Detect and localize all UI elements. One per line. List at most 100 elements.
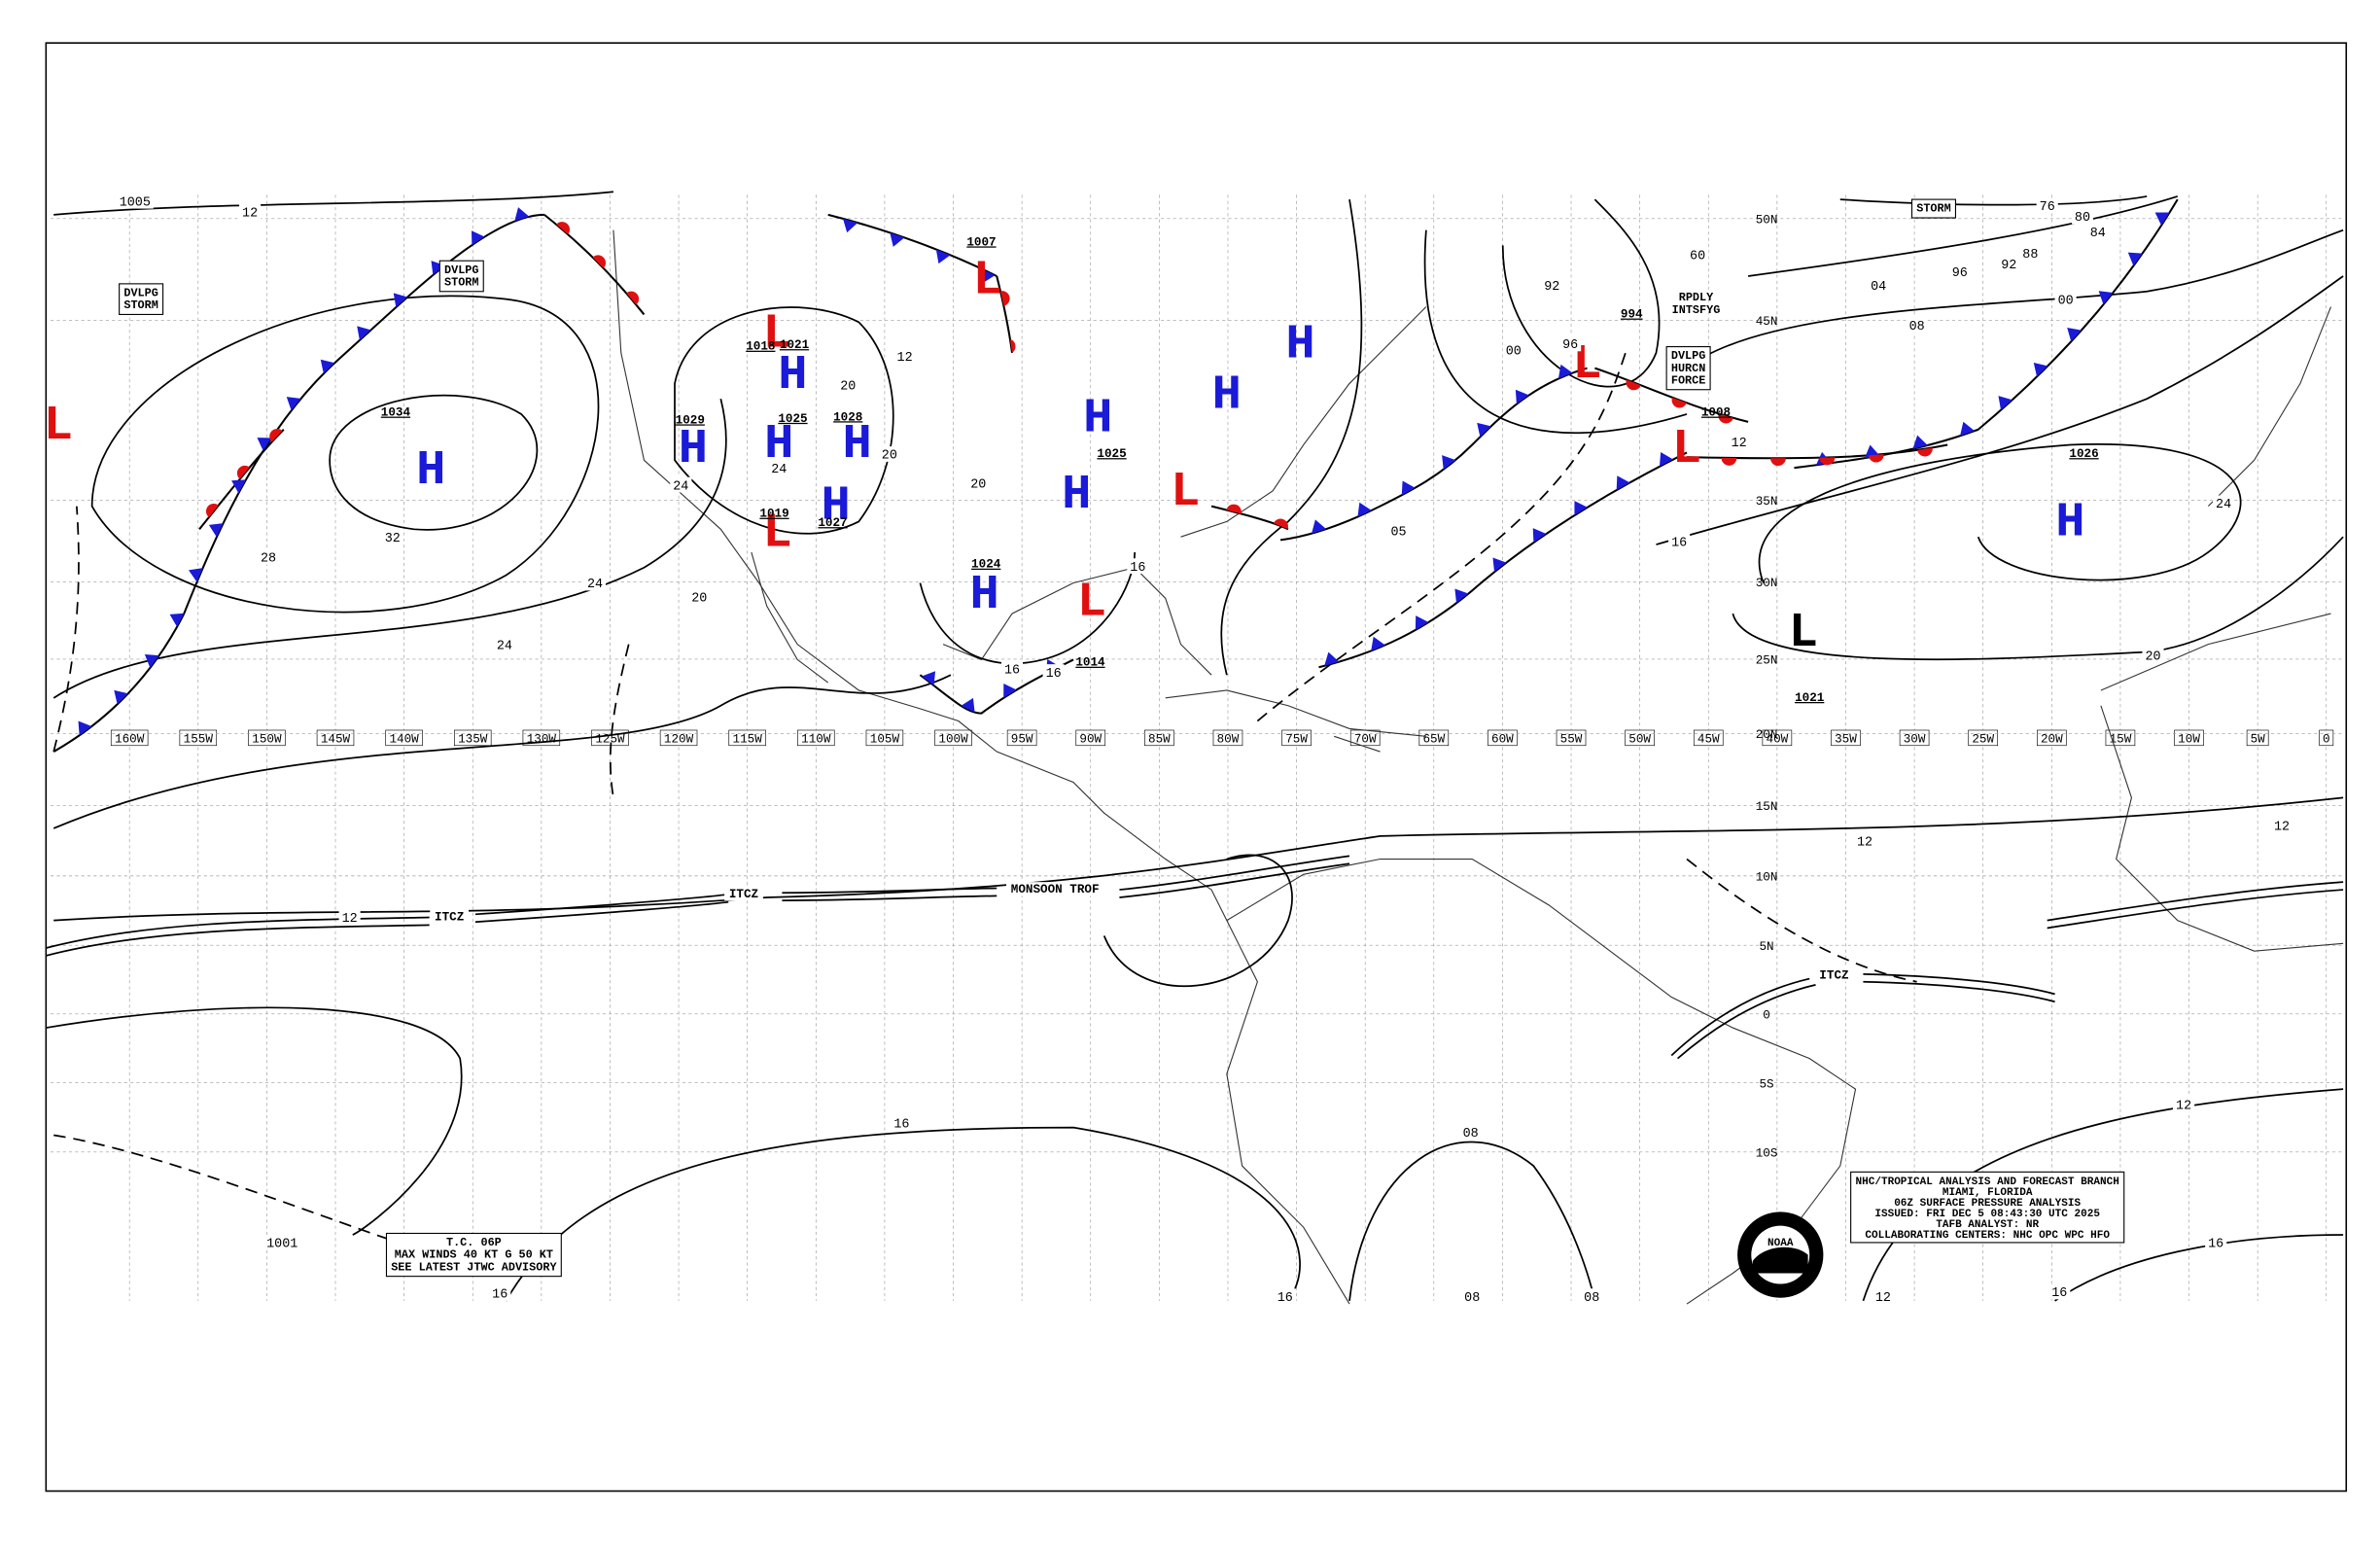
isobar-label: 16 <box>893 1118 909 1133</box>
cold-front-barb <box>1912 435 1928 449</box>
isobar-label: 28 <box>261 551 276 566</box>
pressure-center: H <box>1062 468 1091 523</box>
fronts <box>52 198 2179 753</box>
isobar-label-bg <box>2173 1097 2195 1112</box>
lon-label: 135W <box>458 732 488 747</box>
isobar <box>1501 198 1661 388</box>
cold-front-barb <box>1324 651 1340 666</box>
center-pressure: 1021 <box>780 337 810 352</box>
lon-label-box <box>865 729 904 747</box>
cold-front-barb <box>2154 212 2170 226</box>
isobar-label: 20 <box>970 478 986 493</box>
isobar <box>1102 854 1293 988</box>
annotation-line: INTSFYG <box>1672 303 1721 317</box>
lat-label: 25N <box>1756 653 1778 668</box>
lon-label: 160W <box>115 732 145 747</box>
feature-label: ITCZ <box>1819 968 1848 983</box>
cold-front <box>1794 198 2179 470</box>
isobar <box>1686 228 2344 369</box>
warm-front <box>198 429 285 530</box>
lat-label: 50N <box>1756 213 1778 228</box>
lon-label: 30W <box>1904 732 1926 747</box>
text-box-line: STORM <box>444 275 478 289</box>
isobar-label: 32 <box>385 532 401 546</box>
cold-front-barb <box>393 293 408 308</box>
isobar-label: 96 <box>1562 338 1578 353</box>
warm-front-barb <box>1917 447 1933 457</box>
warm-front-barb <box>1226 504 1242 514</box>
lat-label: 30N <box>1756 576 1778 590</box>
lon-label: 95W <box>1011 732 1033 747</box>
warm-front-barb <box>1718 413 1733 424</box>
text-box-box <box>119 283 164 315</box>
isobar-label: 00 <box>2058 294 2074 308</box>
center-pressure: 1019 <box>759 507 788 521</box>
center-pressure: 1008 <box>1701 405 1731 420</box>
text-box-box <box>438 260 484 293</box>
isobar <box>1220 198 1363 676</box>
lat-label: 5N <box>1759 939 1773 954</box>
cold-front-barb <box>1515 389 1529 404</box>
isobar-label-bg <box>381 529 403 545</box>
isobar-label-bg <box>2036 197 2058 214</box>
cold-front-barb <box>78 720 92 736</box>
isobar-label-bg <box>1042 664 1065 680</box>
cold-front-barb <box>1442 455 1456 470</box>
cold-front-barb <box>1003 683 1017 698</box>
lon-label-box <box>2174 729 2204 747</box>
cold-front-barb <box>922 671 936 686</box>
lon-label: 20W <box>2041 732 2063 747</box>
feature-label-bg <box>1814 967 1854 982</box>
map-layer: 160W 155W 150W 145W 140W 135W 130W 12 5W 120W 115W… <box>44 42 2348 1492</box>
isobar-label-bg <box>1541 277 1563 294</box>
warm-front-barb <box>626 291 640 305</box>
isobar-label: 12 <box>342 912 358 927</box>
isobar-label-bg <box>1998 256 2020 272</box>
isobar <box>674 306 894 535</box>
pressure-center: L <box>763 507 792 562</box>
trough <box>1256 352 1627 722</box>
isobar-label: 12 <box>242 206 258 221</box>
warm-front-barb <box>1819 457 1836 466</box>
isobar <box>1839 195 2148 206</box>
lon-label-box <box>1968 729 1999 747</box>
isobar-label: 16 <box>2208 1238 2223 1252</box>
itcz-line <box>2047 881 2344 930</box>
cold-front-barb <box>1998 396 2012 410</box>
cold-front-barb <box>1312 519 1327 534</box>
lon-label-box <box>797 729 835 747</box>
isobar-label-bg <box>2054 291 2077 307</box>
cold-front-barb <box>1357 502 1372 517</box>
itcz-line <box>1670 972 2055 1060</box>
isobar-label: 96 <box>1952 266 1968 281</box>
pressure-center: H <box>2055 496 2084 551</box>
cold-front-barb <box>1616 475 1630 491</box>
isobar-label: 24 <box>771 463 787 477</box>
isobar-label: 16 <box>1671 537 1687 551</box>
feature-label-bg <box>1006 882 1104 896</box>
isobar-label-bg <box>1687 247 1709 263</box>
isobar-label-bg <box>493 636 515 652</box>
isobar <box>52 674 952 829</box>
lon-label: 140W <box>389 732 419 747</box>
lon-label-box <box>1418 729 1450 747</box>
isobar-label-bg <box>1502 341 1524 358</box>
isobar-label: 12 <box>2176 1100 2191 1114</box>
center-pressure: 994 <box>1621 307 1643 322</box>
isobar <box>1758 443 2242 583</box>
lon-label-box <box>1762 729 1793 747</box>
lon-label: 5W <box>2251 732 2266 747</box>
isobar <box>90 295 600 614</box>
cold-front <box>1318 451 1688 669</box>
isobar-label: 16 <box>1004 664 1020 679</box>
center-pressure: 1024 <box>971 557 1001 572</box>
coastline <box>1226 858 1857 1305</box>
pressure-center: H <box>679 422 708 477</box>
warm-front-barb <box>1721 457 1737 466</box>
isobar-label-bg <box>1728 434 1750 450</box>
cold-front-barb <box>144 654 159 668</box>
lat-label: 0 <box>1763 1008 1770 1023</box>
lon-label: 130W <box>527 732 557 747</box>
cold-front-barb <box>935 249 951 264</box>
isobar-label-bg <box>893 348 916 364</box>
